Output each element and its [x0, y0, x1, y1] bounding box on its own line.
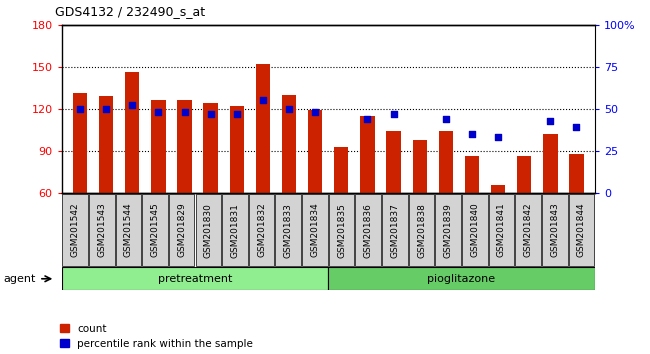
Text: GSM201843: GSM201843 — [551, 203, 559, 257]
Bar — [328, 267, 595, 290]
Point — [362, 116, 372, 122]
Text: GSM201835: GSM201835 — [337, 202, 346, 258]
Bar — [151, 101, 166, 193]
Bar — [73, 93, 87, 193]
Bar — [308, 110, 322, 193]
Text: GSM201842: GSM201842 — [524, 203, 532, 257]
Text: GSM201836: GSM201836 — [364, 202, 372, 258]
Bar — [196, 194, 221, 266]
Bar — [116, 194, 141, 266]
Bar — [125, 73, 140, 193]
Bar — [334, 147, 348, 193]
Bar — [386, 131, 401, 193]
Bar — [99, 96, 113, 193]
Bar — [542, 194, 567, 266]
Bar — [465, 156, 479, 193]
Point — [388, 111, 398, 117]
Text: GSM201840: GSM201840 — [471, 203, 479, 257]
Bar — [276, 194, 301, 266]
Text: GSM201841: GSM201841 — [497, 203, 506, 257]
Bar — [491, 184, 505, 193]
Legend: count, percentile rank within the sample: count, percentile rank within the sample — [60, 324, 253, 349]
Point — [101, 106, 111, 112]
Bar — [413, 140, 427, 193]
Bar — [382, 194, 408, 266]
Point — [284, 106, 294, 112]
Bar — [62, 267, 328, 290]
Bar — [569, 194, 594, 266]
Bar — [229, 106, 244, 193]
Text: GSM201829: GSM201829 — [177, 203, 186, 257]
Bar — [177, 101, 192, 193]
Bar — [356, 194, 381, 266]
Bar — [89, 194, 114, 266]
Point — [467, 131, 477, 137]
Bar — [439, 131, 453, 193]
Bar — [302, 194, 328, 266]
Text: GSM201834: GSM201834 — [311, 203, 319, 257]
Point — [179, 109, 190, 115]
Text: agent: agent — [3, 274, 36, 284]
Point — [127, 103, 138, 108]
Text: GSM201837: GSM201837 — [391, 202, 399, 258]
Bar — [543, 134, 558, 193]
Point — [75, 106, 85, 112]
Text: GSM201544: GSM201544 — [124, 203, 133, 257]
Bar — [249, 194, 274, 266]
Bar — [329, 194, 354, 266]
Point — [493, 135, 503, 140]
Text: pioglitazone: pioglitazone — [428, 274, 495, 284]
Text: GSM201844: GSM201844 — [577, 203, 586, 257]
Point — [205, 111, 216, 117]
Text: GSM201832: GSM201832 — [257, 203, 266, 257]
Point — [571, 125, 582, 130]
Bar — [489, 194, 514, 266]
Bar — [142, 194, 168, 266]
Bar — [360, 116, 374, 193]
Point — [153, 109, 164, 115]
Text: GSM201838: GSM201838 — [417, 202, 426, 258]
Bar — [222, 194, 248, 266]
Bar — [462, 194, 488, 266]
Text: GSM201831: GSM201831 — [231, 202, 239, 258]
Point — [310, 109, 320, 115]
Point — [545, 118, 556, 124]
Bar — [515, 194, 541, 266]
Text: GSM201830: GSM201830 — [204, 202, 213, 258]
Point — [441, 116, 451, 122]
Point — [258, 98, 268, 103]
Bar — [569, 154, 584, 193]
Text: GSM201833: GSM201833 — [284, 202, 292, 258]
Text: GSM201542: GSM201542 — [71, 203, 79, 257]
Bar — [169, 194, 194, 266]
Bar — [203, 103, 218, 193]
Text: GSM201545: GSM201545 — [151, 203, 159, 257]
Text: GSM201543: GSM201543 — [98, 203, 106, 257]
Text: GDS4132 / 232490_s_at: GDS4132 / 232490_s_at — [55, 5, 205, 18]
Bar — [282, 95, 296, 193]
Bar — [409, 194, 434, 266]
Bar — [517, 156, 532, 193]
Point — [231, 111, 242, 117]
Text: pretreatment: pretreatment — [158, 274, 232, 284]
Text: GSM201839: GSM201839 — [444, 202, 452, 258]
Bar — [62, 194, 88, 266]
Bar — [436, 194, 461, 266]
Bar — [255, 64, 270, 193]
